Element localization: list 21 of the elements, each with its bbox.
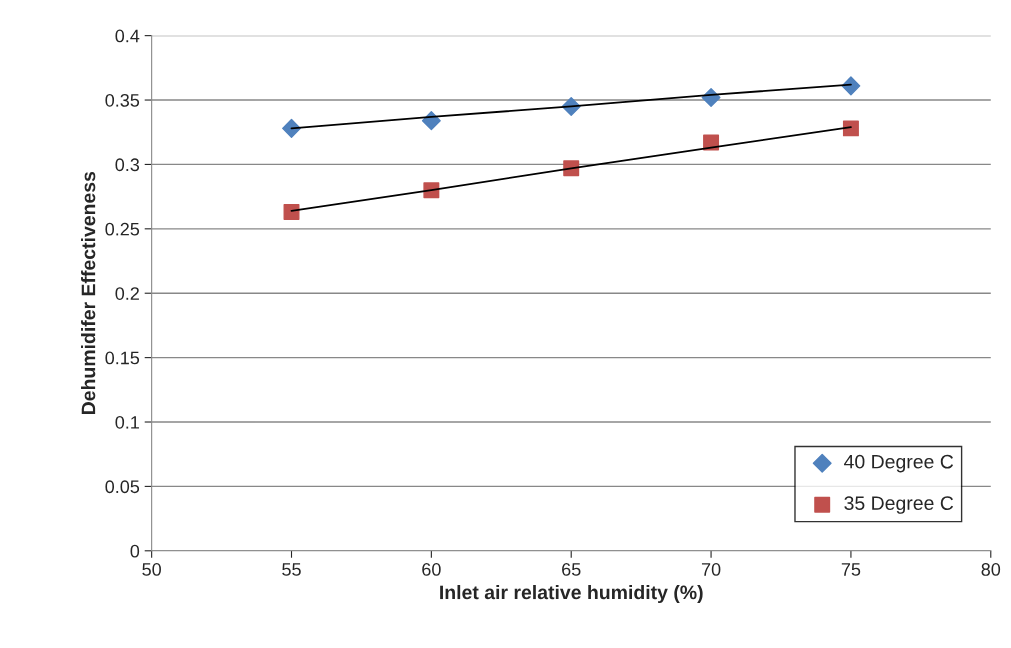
y-tick-label: 0.25 [105,222,140,236]
y-tick-label: 0.15 [105,351,140,365]
y-tick-label: 0.3 [115,158,140,172]
x-tick-label: 65 [562,563,581,576]
x-tick-label: 80 [981,563,1001,576]
x-tick-label: 75 [841,563,861,576]
x-tick-label: 50 [142,563,161,576]
y-axis-title: Dehumidifer Effectiveness [81,171,96,415]
point [842,120,859,137]
y-tick-label: 0 [130,544,140,558]
x-tick-label: 55 [282,563,301,576]
legend-label: 35 Degree C [844,496,954,514]
legend-label: 40 Degree C [844,454,954,473]
y-tick-label: 0.2 [115,287,139,300]
x-axis-title: Inlet air relative humidity (%) [440,584,703,604]
y-tick-label: 0.05 [105,480,140,494]
y-tick-label: 0.1 [115,415,139,429]
x-tick-label: 70 [701,563,721,576]
x-tick-label: 60 [422,563,441,576]
y-tick-label: 0.4 [115,29,140,43]
y-tick-label: 0.35 [105,93,140,107]
